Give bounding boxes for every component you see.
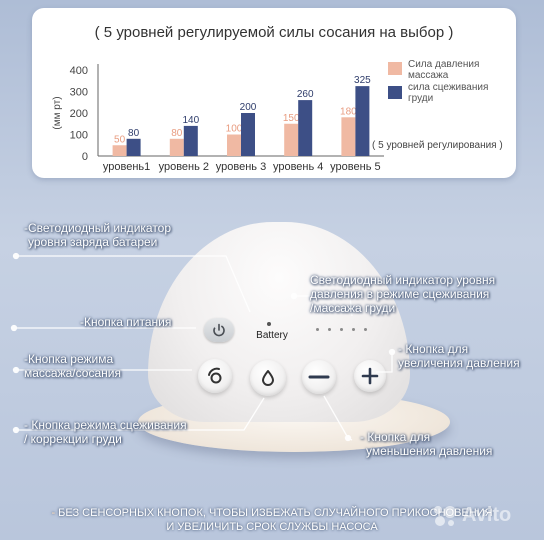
power-button[interactable] bbox=[204, 318, 234, 342]
chart-title: ( 5 уровней регулируемой силы сосания на… bbox=[94, 24, 454, 41]
legend-label-massage-line1: Сила давления bbox=[408, 59, 480, 70]
callout-expression-line1: - Кнопка режима сцеживания bbox=[24, 418, 187, 432]
callout-pressure-line2: давления в режиме сцеживания bbox=[310, 287, 490, 301]
x-tick-label: уровень1 bbox=[103, 161, 150, 173]
legend-swatch-massage bbox=[388, 62, 402, 75]
pressure-led-dot bbox=[340, 328, 343, 331]
callout-increase-line2: увеличения давления bbox=[398, 356, 520, 370]
callout-power-button: -Кнопка питания bbox=[80, 315, 172, 329]
bar bbox=[341, 117, 356, 156]
bottom-note-text1: БЕЗ СЕНСОРНЫХ КНОПОК, ЧТОБЫ ИЗБЕЖАТЬ СЛУ… bbox=[58, 507, 493, 519]
y-tick-label: 100 bbox=[70, 130, 88, 142]
expression-mode-button[interactable] bbox=[250, 360, 286, 396]
bar bbox=[112, 145, 127, 156]
legend-label-massage: Сила давления массажа bbox=[408, 59, 479, 81]
callout-dot bbox=[10, 324, 18, 332]
power-icon bbox=[213, 323, 225, 337]
increase-pressure-button[interactable] bbox=[354, 360, 386, 392]
decrease-pressure-button[interactable] bbox=[302, 360, 336, 394]
battery-led-dot bbox=[267, 322, 271, 326]
bar-value-label: 80 bbox=[171, 128, 183, 139]
bar-value-label: 200 bbox=[240, 102, 257, 113]
callout-decrease-line1: - Кнопка для bbox=[360, 430, 431, 444]
callout-mode-line1: -Кнопка режима bbox=[24, 352, 114, 366]
bottom-note-line1: - БЕЗ СЕНСОРНЫХ КНОПОК, ЧТОБЫ ИЗБЕЖАТЬ С… bbox=[0, 506, 544, 520]
avito-watermark: Avito bbox=[432, 500, 540, 532]
bar-value-label: 325 bbox=[354, 75, 371, 86]
legend-swatch-expression bbox=[388, 86, 402, 99]
bar bbox=[241, 113, 255, 156]
bar-value-label: 50 bbox=[114, 134, 126, 145]
callout-increase-pressure: - Кнопка для увеличения давления bbox=[398, 342, 520, 370]
callout-decrease-line2: уменьшения давления bbox=[366, 444, 493, 458]
callout-battery-indicator: -Светодиодный индикатор уровня заряда ба… bbox=[24, 221, 171, 249]
minus-icon bbox=[308, 375, 330, 379]
pressure-led-dot bbox=[364, 328, 367, 331]
x-tick-label: уровень 2 bbox=[159, 161, 209, 173]
callout-pressure-line3: /массажа груди bbox=[310, 301, 396, 315]
bar-value-label: 100 bbox=[226, 124, 243, 135]
y-axis-label: (мм рт) bbox=[52, 96, 63, 129]
massage-mode-button[interactable] bbox=[198, 359, 232, 393]
bottom-note: - БЕЗ СЕНСОРНЫХ КНОПОК, ЧТОБЫ ИЗБЕЖАТЬ С… bbox=[0, 506, 544, 534]
pressure-led-dot bbox=[328, 328, 331, 331]
bar bbox=[284, 123, 299, 156]
x-tick-label: уровень 3 bbox=[216, 161, 266, 173]
legend-label-expression: сила сцеживания груди bbox=[408, 82, 488, 104]
bar bbox=[227, 134, 241, 156]
y-tick-label: 400 bbox=[70, 65, 88, 77]
bottom-note-prefix: - bbox=[51, 507, 59, 519]
avito-logo-icon bbox=[434, 506, 456, 526]
bar bbox=[169, 138, 184, 156]
callout-dot bbox=[12, 252, 20, 260]
droplet-mode-icon bbox=[262, 370, 274, 386]
callout-dot bbox=[12, 426, 20, 434]
bar-value-label: 140 bbox=[182, 115, 199, 126]
callout-mode-line2: массажа/сосания bbox=[24, 366, 121, 380]
x-tick-label: уровень 5 bbox=[330, 161, 380, 173]
bar bbox=[126, 138, 141, 156]
callout-pressure-line1: Светодиодный индикатор уровня bbox=[310, 273, 496, 287]
callout-expression-line2: / коррекции груди bbox=[24, 432, 122, 446]
avito-watermark-text: Avito bbox=[462, 504, 512, 526]
bar-value-label: 180 bbox=[340, 106, 357, 117]
legend-label-massage-line2: массажа bbox=[408, 70, 449, 81]
bottom-note-line2: И УВЕЛИЧИТЬ СРОК СЛУЖБЫ НАСОСА bbox=[166, 521, 378, 533]
bar-value-label: 150 bbox=[283, 113, 300, 124]
callout-increase-line1: - Кнопка для bbox=[398, 342, 469, 356]
plus-icon bbox=[361, 367, 379, 385]
y-tick-label: 300 bbox=[70, 87, 88, 99]
y-tick-label: 200 bbox=[70, 108, 88, 120]
callout-pressure-indicator: Светодиодный индикатор уровня давления в… bbox=[310, 273, 495, 315]
bar bbox=[183, 125, 198, 156]
callout-dot bbox=[12, 366, 20, 374]
pressure-led-dot bbox=[316, 328, 319, 331]
bar bbox=[355, 86, 370, 156]
callout-battery-line2: уровня заряда батареи bbox=[28, 235, 158, 249]
legend-label-expression-line2: груди bbox=[408, 93, 434, 104]
callout-battery-line1: -Светодиодный индикатор bbox=[24, 221, 172, 235]
bar-value-label: 260 bbox=[297, 89, 314, 100]
chart-note: ( 5 уровней регулирования ) bbox=[372, 140, 503, 151]
callout-expression-mode: - Кнопка режима сцеживания / коррекции г… bbox=[24, 418, 187, 446]
x-tick-label: уровень 4 bbox=[273, 161, 323, 173]
battery-label: Battery bbox=[256, 330, 288, 341]
massage-mode-icon bbox=[208, 367, 222, 384]
callout-mode-button: -Кнопка режима массажа/сосания bbox=[24, 352, 121, 380]
legend-label-expression-line1: сила сцеживания bbox=[408, 82, 489, 93]
y-tick-label: 0 bbox=[82, 151, 88, 163]
pressure-led-dot bbox=[352, 328, 355, 331]
bar bbox=[298, 100, 313, 156]
bar-value-label: 80 bbox=[128, 128, 140, 139]
callout-decrease-pressure: - Кнопка для уменьшения давления bbox=[360, 430, 492, 458]
chart-card: ( 5 уровней регулируемой силы сосания на… bbox=[32, 8, 516, 178]
